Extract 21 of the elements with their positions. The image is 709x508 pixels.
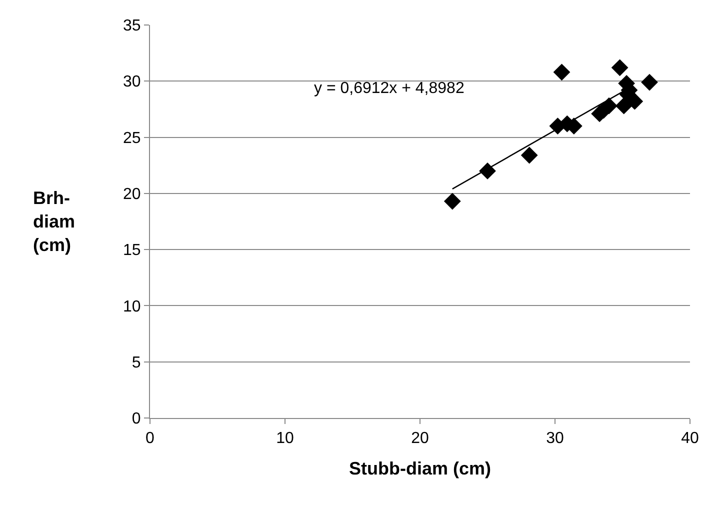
x-tick-label: 20 [411,430,429,448]
point [520,146,538,164]
y-tick-label: 35 [123,18,141,35]
y-tick-label: 5 [132,354,141,372]
x-tick-label: 40 [681,430,699,448]
x-axis-title: Stubb-diam (cm) [349,458,491,478]
point [553,64,570,81]
y-tick-label: 0 [132,410,141,428]
y-tick-label: 30 [123,74,141,91]
y-tick-label: 25 [123,130,141,147]
y-tick-label: 10 [123,298,141,316]
point [444,192,461,210]
y-tick-label: 15 [123,242,141,260]
y-axis-title: Brh- diam (cm) [33,188,76,255]
x-tick-label: 0 [146,430,155,448]
annotation: y = 0,6912x + 4,8982 [314,80,464,97]
y-tick-label: 20 [123,186,141,204]
x-tick-label: 30 [546,430,564,448]
x-tick-label: 10 [276,430,294,448]
point [641,74,658,91]
point [611,59,628,76]
